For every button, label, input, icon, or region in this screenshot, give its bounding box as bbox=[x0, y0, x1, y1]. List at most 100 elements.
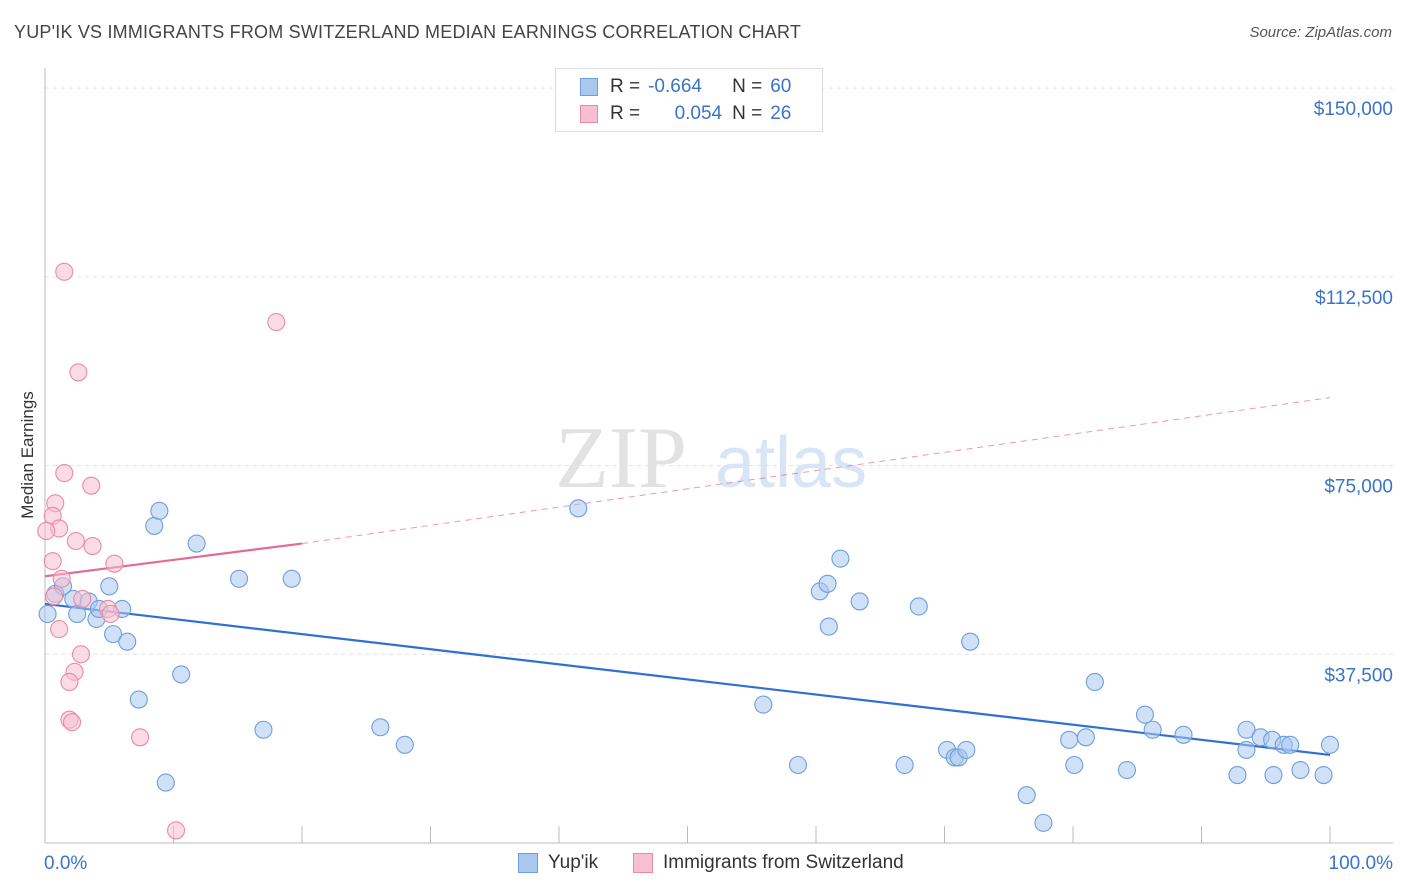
legend-swatch-switzerland bbox=[580, 105, 598, 123]
series-legend: Yup'ik Immigrants from Switzerland bbox=[0, 852, 1406, 876]
legend-row-switzerland: R = 0.054 N = 26 bbox=[580, 101, 791, 127]
x-tick-label-min: 0.0% bbox=[44, 853, 87, 874]
switzerland-point bbox=[71, 645, 91, 664]
switzerland-point bbox=[167, 821, 186, 840]
yupik-point bbox=[104, 625, 123, 644]
yupik-point bbox=[1291, 760, 1310, 780]
yupik-point bbox=[754, 695, 773, 714]
legend-row-yupik: R = -0.664 N = 60 bbox=[580, 74, 791, 100]
source-label: Source: ZipAtlas.com bbox=[1249, 24, 1392, 41]
chart-title: YUP'IK VS IMMIGRANTS FROM SWITZERLAND ME… bbox=[14, 22, 802, 42]
yupik-point bbox=[1065, 755, 1084, 775]
tick-labels: $37,500 $75,000 $112,500 $150,000 0.0% 100.0% bbox=[44, 99, 1393, 874]
yupik-point bbox=[1017, 786, 1036, 805]
switzerland-point bbox=[66, 531, 85, 551]
switzerland-point bbox=[44, 587, 64, 606]
switzerland-point bbox=[60, 672, 79, 691]
yupik-point bbox=[38, 604, 57, 624]
series-swatch-switzerland bbox=[633, 853, 653, 873]
correlation-legend: R = -0.664 N = 60 R = 0.054 N = 26 bbox=[555, 68, 823, 132]
switzerland-point bbox=[267, 313, 286, 332]
yupik-point bbox=[961, 632, 980, 651]
switzerland-point bbox=[50, 620, 69, 639]
x-tick-label-max: 100.0% bbox=[1329, 853, 1394, 874]
legend-n-value: 26 bbox=[770, 103, 792, 124]
yupik-point bbox=[254, 720, 273, 739]
y-tick-label: $112,500 bbox=[1315, 288, 1393, 309]
data-points bbox=[37, 262, 1340, 840]
yupik-point bbox=[1264, 766, 1283, 785]
yupik-point bbox=[282, 569, 301, 588]
yupik-point bbox=[229, 569, 249, 588]
switzerland-point bbox=[69, 363, 88, 382]
yupik-point bbox=[1237, 720, 1256, 739]
legend-r-value: 0.054 bbox=[674, 103, 723, 124]
yupik-point bbox=[371, 718, 390, 737]
switzerland-point bbox=[101, 604, 120, 624]
switzerland-point bbox=[73, 589, 92, 608]
legend-n-label: N = bbox=[732, 103, 763, 124]
yupik-point bbox=[1228, 766, 1247, 785]
switzerland-trendline-projection bbox=[301, 397, 1331, 545]
yupik-point bbox=[788, 755, 808, 775]
legend-n-label: N = bbox=[732, 76, 763, 97]
yupik-point bbox=[145, 516, 164, 535]
yupik-point bbox=[569, 499, 588, 518]
legend-n-value: 60 bbox=[770, 76, 792, 97]
switzerland-trendline bbox=[44, 542, 303, 578]
series-swatch-yupik bbox=[518, 853, 538, 873]
yupik-point bbox=[150, 501, 169, 520]
trendlines bbox=[44, 397, 1331, 757]
yupik-point bbox=[1281, 735, 1300, 754]
y-tick-label: $75,000 bbox=[1324, 477, 1393, 498]
yupik-point bbox=[818, 574, 837, 593]
yupik-point bbox=[1076, 728, 1095, 747]
y-tick-label: $150,000 bbox=[1314, 99, 1393, 120]
series-label-switzerland: Immigrants from Switzerland bbox=[663, 852, 904, 873]
y-tick-label: $37,500 bbox=[1324, 665, 1393, 686]
yupik-point bbox=[1135, 705, 1155, 724]
legend-r-value: -0.664 bbox=[648, 76, 702, 97]
yupik-point bbox=[156, 773, 175, 792]
legend-r-label: R = bbox=[610, 76, 641, 97]
legend-r-label: R = bbox=[610, 103, 641, 124]
yupik-point bbox=[118, 632, 137, 651]
series-label-yupik: Yup'ik bbox=[548, 852, 599, 873]
yupik-point bbox=[831, 549, 850, 568]
watermark: ZIP atlas bbox=[555, 410, 867, 507]
yupik-point bbox=[172, 665, 191, 684]
yupik-point bbox=[100, 577, 119, 596]
axes bbox=[44, 68, 1393, 844]
yupik-point bbox=[1320, 735, 1340, 754]
watermark-zip: ZIP bbox=[555, 410, 687, 507]
series-legend-yupik: Yup'ik bbox=[518, 852, 598, 874]
yupik-point bbox=[1034, 813, 1053, 832]
yupik-point bbox=[1237, 740, 1256, 759]
switzerland-point bbox=[52, 569, 71, 588]
yupik-point bbox=[1174, 725, 1193, 744]
switzerland-point bbox=[82, 476, 101, 495]
watermark-atlas: atlas bbox=[715, 423, 867, 503]
series-legend-switzerland: Immigrants from Switzerland bbox=[633, 852, 904, 874]
yupik-point bbox=[395, 735, 414, 754]
yupik-point bbox=[819, 617, 838, 636]
yupik-point bbox=[957, 740, 976, 759]
yupik-point bbox=[1117, 760, 1137, 780]
yupik-point bbox=[850, 592, 869, 611]
yupik-point bbox=[129, 690, 148, 709]
switzerland-point bbox=[131, 728, 150, 747]
switzerland-point bbox=[43, 552, 62, 571]
switzerland-point bbox=[55, 464, 74, 483]
switzerland-point bbox=[62, 713, 82, 732]
yupik-point bbox=[1085, 672, 1104, 691]
yupik-point bbox=[1314, 766, 1333, 785]
legend-swatch-yupik bbox=[580, 78, 598, 96]
switzerland-point bbox=[55, 262, 74, 281]
y-axis-label: Median Earnings bbox=[18, 391, 37, 519]
switzerland-point bbox=[37, 521, 56, 541]
switzerland-point bbox=[83, 537, 102, 556]
yupik-point bbox=[895, 755, 914, 775]
grid-lines bbox=[45, 87, 1393, 655]
yupik-trendline bbox=[44, 602, 1331, 757]
